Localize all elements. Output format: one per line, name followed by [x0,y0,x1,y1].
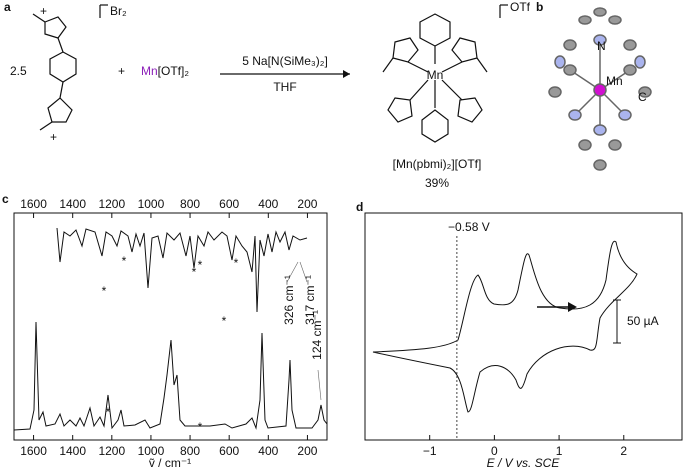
ligand-precursor [32,4,108,131]
metal: Mn [427,68,444,82]
metal: Mn [141,64,158,78]
annotation: * [192,265,197,279]
annotation: 317 cm⁻¹ [303,275,317,325]
x-tick-label: 1 [556,444,563,458]
annotation: 326 cm⁻¹ [282,275,296,325]
salt: [OTf]₂ [158,64,190,78]
raman-spectrum [13,321,328,431]
charge: + [40,4,47,18]
annotation: * [234,256,239,270]
panel-label: a [4,0,11,14]
equivalents: 2.5 [10,64,27,78]
atom-label: N [597,39,606,53]
arrowhead [568,302,577,312]
counterion: OTf [510,0,531,14]
ir-spectrum [56,227,308,313]
plot-frame [13,212,328,441]
product-name: [Mn(pbmi)₂][OTf] [393,157,482,171]
counterion: Br₂ [110,4,127,18]
annotation: * [222,314,227,328]
panel-label: d [356,200,363,214]
charge: + [50,130,57,144]
cyclic-voltammogram [372,240,638,413]
x-tick-label-top: 400 [258,197,278,211]
x-tick-label: 1200 [98,444,125,458]
product-structure [382,4,508,143]
x-tick-label: −1 [423,444,437,458]
atom-label: C [638,90,647,104]
annotation: 124 cm⁻¹ [310,310,324,360]
annotation: * [106,405,111,419]
arrowhead [343,70,350,78]
x-tick-label-top: 800 [180,197,200,211]
scale-bar [613,299,621,344]
x-axis-label: E / V vs. SCE [487,456,561,468]
x-tick-label: 0 [491,444,498,458]
x-tick-label: 1600 [20,444,47,458]
x-tick-label: 600 [219,444,239,458]
x-axis-label: ṽ / cm⁻¹ [149,456,191,468]
plot-frame [364,212,683,441]
panel-label: c [2,192,9,206]
x-tick-label-top: 1400 [59,197,86,211]
x-tick-label: 800 [180,444,200,458]
metal-salt: Mn[OTf]₂ [141,64,189,78]
x-tick-label: 200 [297,444,317,458]
annotation: * [102,284,107,298]
atom-label: Mn [606,74,623,88]
annotation: * [198,258,203,272]
x-tick-label-top: 200 [297,197,317,211]
x-tick-label: 2 [620,444,627,458]
scale-bar-label: 50 µA [627,314,659,328]
solvent: THF [273,80,296,94]
crystal-structure [548,7,652,171]
x-tick-label: 1400 [59,444,86,458]
plus: + [118,64,125,78]
panel-label: b [536,0,543,14]
x-tick-label: 400 [258,444,278,458]
marker-label: −0.58 V [448,220,490,234]
x-tick-label-top: 600 [219,197,239,211]
annotation: * [198,420,203,434]
x-tick-label: 1000 [138,444,165,458]
x-tick-label-top: 1600 [20,197,47,211]
x-tick-label-top: 1000 [138,197,165,211]
annotation: * [122,254,127,268]
yield: 39% [425,176,449,190]
x-tick-label-top: 1200 [98,197,125,211]
conditions: 5 Na[N(SiMe₃)₂] [242,54,328,68]
